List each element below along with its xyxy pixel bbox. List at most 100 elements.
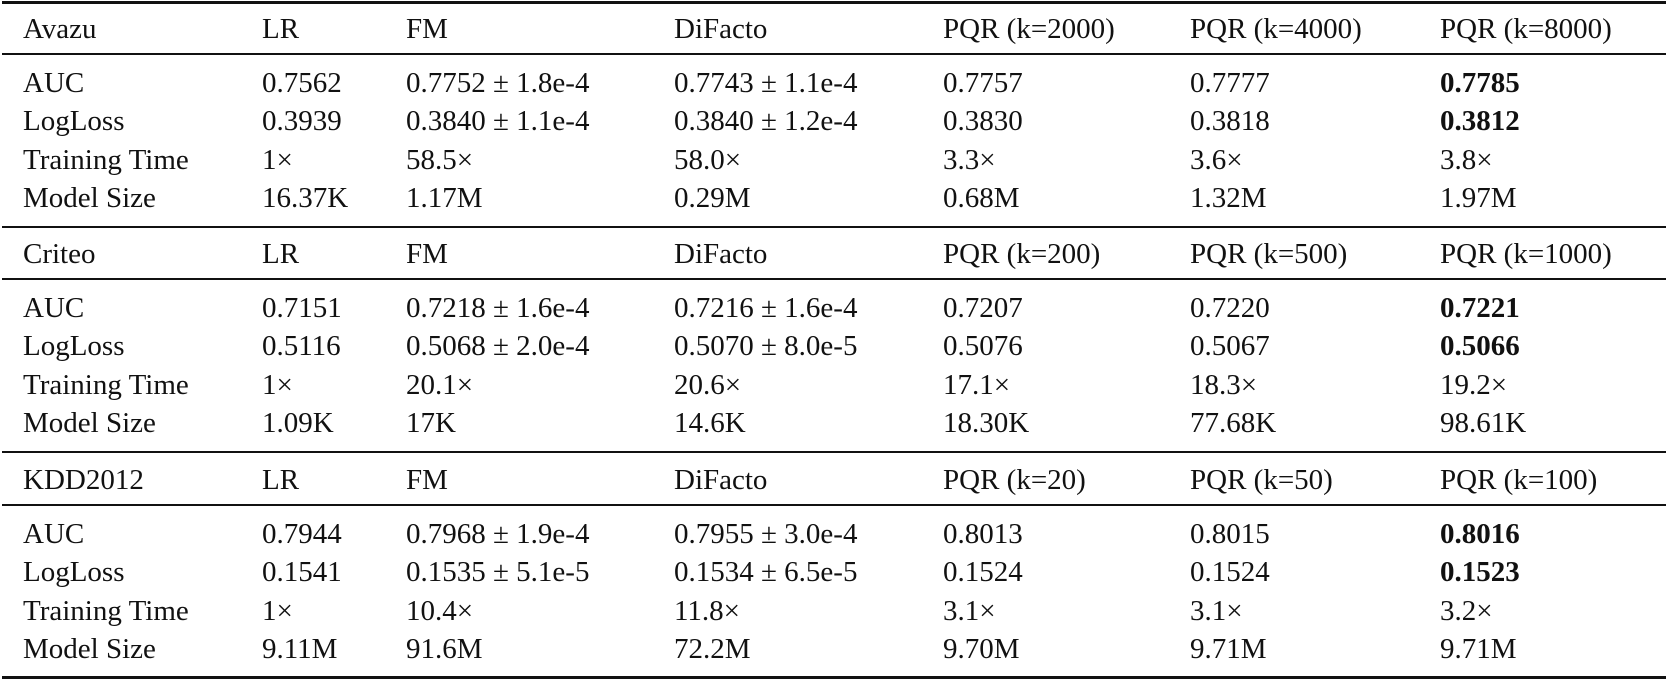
data-cell: 0.7221 [1440, 292, 1520, 324]
data-cell: 1.97M [1440, 181, 1517, 214]
header-cell: PQR (k=4000) [1190, 13, 1362, 45]
row-label: AUC [23, 67, 85, 99]
data-cell: 14.6K [674, 406, 746, 439]
row-label: Training Time [23, 143, 189, 176]
data-cell: 19.2× [1440, 368, 1508, 401]
data-cell: 17K [406, 406, 456, 439]
data-cell: 20.1× [406, 368, 474, 401]
data-cell: 3.8× [1440, 143, 1493, 176]
data-cell: 17.1× [943, 368, 1011, 401]
data-cell: 0.1535 ± 5.1e-5 [406, 556, 590, 589]
data-cell: 11.8× [674, 594, 741, 627]
header-cell: PQR (k=200) [943, 238, 1101, 270]
data-cell: 0.7207 [943, 292, 1023, 324]
table-rule [2, 278, 1666, 280]
data-cell: 0.68M [943, 181, 1020, 214]
data-cell: 0.7216 ± 1.6e-4 [674, 292, 858, 324]
data-cell: 1× [262, 594, 293, 627]
data-cell: 16.37K [262, 181, 349, 214]
table-rule [2, 504, 1666, 506]
data-cell: 0.7785 [1440, 67, 1520, 99]
data-cell: 0.7777 [1190, 67, 1270, 99]
row-label: Model Size [23, 181, 156, 214]
data-cell: 0.3939 [262, 105, 342, 138]
row-label: Training Time [23, 594, 189, 627]
header-cell: DiFacto [674, 13, 768, 45]
row-label: AUC [23, 518, 85, 550]
data-cell: 3.2× [1440, 594, 1493, 627]
data-cell: 0.5116 [262, 330, 341, 363]
row-label: LogLoss [23, 556, 125, 589]
data-cell: 0.1541 [262, 556, 342, 589]
row-label: LogLoss [23, 105, 125, 138]
data-cell: 0.8013 [943, 518, 1023, 550]
data-cell: 9.71M [1440, 632, 1517, 665]
data-cell: 0.3840 ± 1.2e-4 [674, 105, 858, 138]
data-cell: 10.4× [406, 594, 474, 627]
data-cell: 0.7218 ± 1.6e-4 [406, 292, 590, 324]
header-cell: KDD2012 [23, 464, 144, 496]
data-cell: 0.7757 [943, 67, 1023, 99]
header-cell: PQR (k=20) [943, 464, 1086, 496]
row-label: AUC [23, 292, 85, 324]
data-cell: 0.1524 [943, 556, 1023, 589]
table-rule [2, 53, 1666, 55]
data-cell: 1.32M [1190, 181, 1267, 214]
data-cell: 0.5066 [1440, 330, 1520, 363]
data-cell: 9.11M [262, 632, 338, 665]
data-cell: 0.7955 ± 3.0e-4 [674, 518, 858, 550]
data-cell: 1.09K [262, 406, 334, 439]
data-cell: 3.3× [943, 143, 996, 176]
data-cell: 0.7968 ± 1.9e-4 [406, 518, 590, 550]
row-label: LogLoss [23, 330, 125, 363]
data-cell: 18.30K [943, 406, 1030, 439]
data-cell: 0.3840 ± 1.1e-4 [406, 105, 590, 138]
header-cell: PQR (k=500) [1190, 238, 1348, 270]
header-cell: FM [406, 238, 448, 270]
data-cell: 9.71M [1190, 632, 1267, 665]
header-cell: FM [406, 13, 448, 45]
data-cell: 0.7151 [262, 292, 342, 324]
data-cell: 0.1534 ± 6.5e-5 [674, 556, 858, 589]
data-cell: 1.17M [406, 181, 483, 214]
data-cell: 0.7944 [262, 518, 342, 550]
data-cell: 0.8015 [1190, 518, 1270, 550]
data-cell: 98.61K [1440, 406, 1527, 439]
table-rule [2, 451, 1666, 453]
data-cell: 0.3812 [1440, 105, 1520, 138]
row-label: Model Size [23, 406, 156, 439]
data-cell: 20.6× [674, 368, 742, 401]
data-cell: 0.3830 [943, 105, 1023, 138]
data-cell: 0.1523 [1440, 556, 1520, 589]
data-cell: 0.1524 [1190, 556, 1270, 589]
header-cell: LR [262, 238, 300, 270]
data-cell: 91.6M [406, 632, 483, 665]
data-cell: 0.5067 [1190, 330, 1270, 363]
header-cell: PQR (k=2000) [943, 13, 1115, 45]
header-cell: Avazu [23, 13, 97, 45]
header-cell: FM [406, 464, 448, 496]
data-cell: 0.29M [674, 181, 751, 214]
data-cell: 72.2M [674, 632, 751, 665]
header-cell: PQR (k=8000) [1440, 13, 1612, 45]
data-cell: 0.8016 [1440, 518, 1520, 550]
header-cell: DiFacto [674, 238, 768, 270]
data-cell: 9.70M [943, 632, 1020, 665]
data-cell: 0.7562 [262, 67, 342, 99]
data-cell: 58.0× [674, 143, 742, 176]
data-cell: 77.68K [1190, 406, 1277, 439]
data-cell: 18.3× [1190, 368, 1258, 401]
data-cell: 0.5076 [943, 330, 1023, 363]
header-cell: DiFacto [674, 464, 768, 496]
data-cell: 0.5070 ± 8.0e-5 [674, 330, 858, 363]
header-cell: LR [262, 13, 300, 45]
header-cell: LR [262, 464, 300, 496]
data-cell: 3.1× [1190, 594, 1243, 627]
row-label: Training Time [23, 368, 189, 401]
data-cell: 3.6× [1190, 143, 1243, 176]
data-cell: 0.7752 ± 1.8e-4 [406, 67, 590, 99]
data-cell: 3.1× [943, 594, 996, 627]
table-rule [2, 676, 1666, 679]
data-cell: 1× [262, 368, 293, 401]
